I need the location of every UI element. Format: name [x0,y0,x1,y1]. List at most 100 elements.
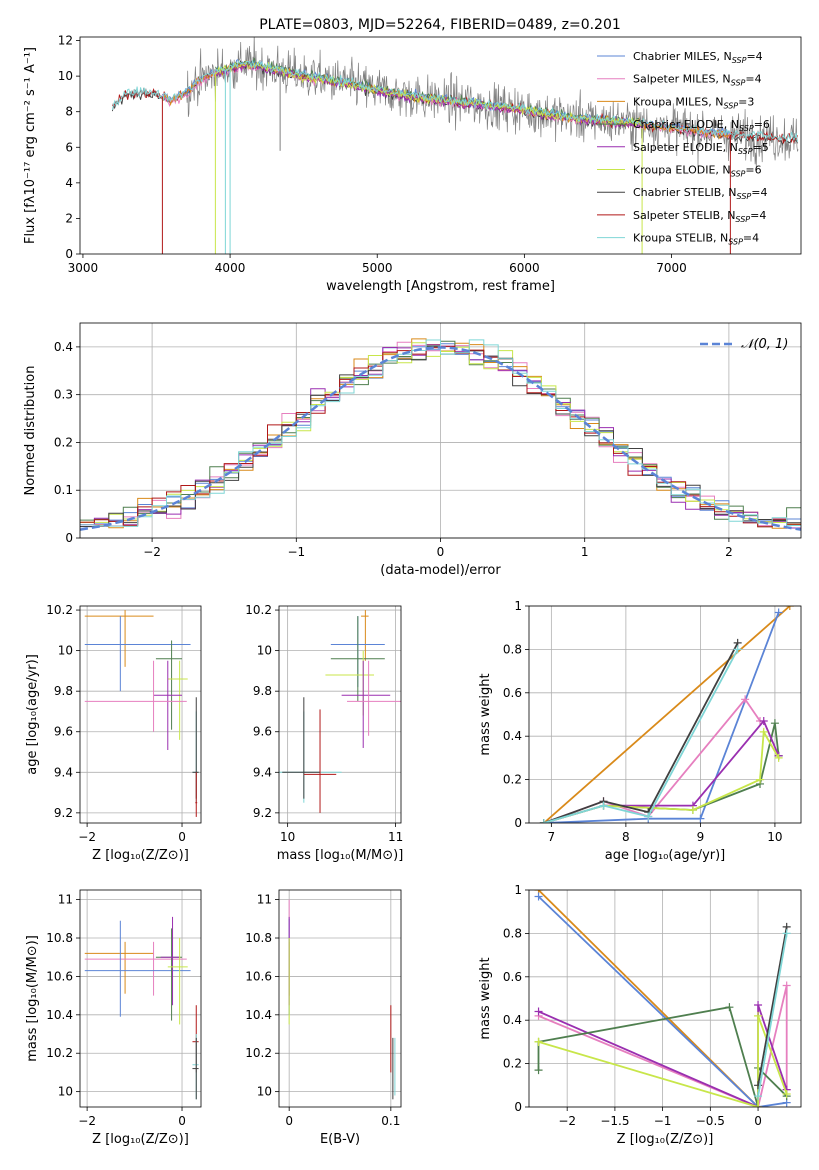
weight-line-kroupa-miles [543,606,791,823]
normal-curve [80,346,801,531]
legend-text: Kroupa MILES, N [633,95,723,108]
y-tick-label: 10.4 [245,1008,272,1022]
y-axis-label: mass [log₁₀(M/M⊙)] [25,935,40,1062]
weight-marker [754,1011,763,1020]
x-tick-label: 1 [581,545,589,559]
weight-marker [754,1001,763,1010]
y-tick-label: 0 [65,247,73,261]
legend-label: Kroupa ELODIE, NSSP=6 [633,164,762,179]
weight-marker [756,775,765,784]
weight-line-kroupa-stelib [543,648,739,823]
y-tick-label: 9.6 [253,725,272,739]
y-tick-label: 0.2 [503,1057,522,1071]
x-tick-label: 0 [437,545,445,559]
errorbar-point [192,697,199,799]
legend-value: =3 [738,95,754,108]
y-tick-label: 10.4 [46,1008,73,1022]
legend-label: Salpeter MILES, NSSP=4 [633,73,762,88]
legend-label: Kroupa MILES, NSSP=3 [633,95,754,110]
y-tick-label: 4 [65,176,73,190]
x-tick-label: 2 [725,545,733,559]
model-kroupa-stelib [111,59,798,144]
y-tick-label: 10 [257,644,272,658]
errorbar-point [84,941,187,996]
errorbar-point [330,616,385,702]
y-tick-label: 11 [257,893,272,907]
weight-line-chabrier-miles [543,612,780,823]
axes-spectrum: 3000 4000 5000 6000 7000 0 2 4 6 8 10 12 wavelength … [23,17,802,294]
axes-frame [79,605,202,824]
legend-value: =4 [745,73,761,86]
y-axis-label: mass weight [478,673,493,755]
legend-value: =4 [743,232,759,245]
axes-mass-vs-Z: −2 0 10 10.2 10.4 10.6 10.8 11 Z [log₁₀(Z/Z⊙)] ma… [25,889,202,1147]
x-tick-label: −2 [558,1114,576,1128]
x-tick-label: 0 [285,1114,293,1128]
y-tick-label: 9.2 [253,806,272,820]
legend-label: Salpeter ELODIE, NSSP=5 [633,141,769,156]
x-tick-label: 0 [754,1114,762,1128]
y-tick-label: 9.6 [54,725,73,739]
axes-frame [79,889,202,1108]
y-tick-label: 0.4 [503,1013,522,1027]
y-axis-label: Flux [fλ10⁻¹⁷ erg cm⁻² s⁻¹ A⁻¹] [23,47,38,244]
legend-value: =4 [750,209,766,222]
weight-marker [534,1007,543,1016]
errorbar-point [192,1005,199,1073]
y-tick-label: 10.2 [245,603,272,617]
plot-area [288,899,396,1100]
y-tick-label: 8 [65,105,73,119]
x-tick-label: 8 [622,830,630,844]
x-tick-label: 5000 [362,261,393,275]
axes-weight-vs-Z: −2 −1.5 −1 −0.5 0 0 0.2 0.4 0.6 0.8 1 Z [log₁₀(Z/Z⊙… [478,883,802,1147]
legend-value: =6 [745,164,761,177]
weight-marker [725,1003,734,1012]
x-tick-label: −1.5 [600,1114,629,1128]
y-tick-label: 2 [65,211,73,225]
chart-title: PLATE=0803, MJD=52264, FIBERID=0489, z=0… [259,17,621,33]
errorbar-point [192,711,199,803]
legend-text: Chabrier STELIB, N [633,186,737,199]
axes-residuals: −2 −1 0 1 2 0 0.1 0.2 0.3 0.4 (data-model)/error No… [23,322,802,578]
weight-line-kroupa-elodie [538,1015,788,1107]
legend-subscript: SSP [731,170,746,179]
weight-marker [782,929,791,938]
y-axis-label: age [log₁₀(age/yr)] [25,654,40,775]
x-tick-label: 0 [178,1114,186,1128]
plot-area [80,338,801,531]
y-tick-label: 0.3 [54,388,73,402]
axes-age-vs-Z: −2 0 9.2 9.4 9.6 9.8 10 10.2 Z [log₁₀(Z/Z⊙)] age … [25,603,202,863]
x-tick-label: 7 [548,830,556,844]
y-tick-label: 0.4 [503,729,522,743]
y-tick-label: 0.8 [503,642,522,656]
axes-frame [278,605,402,824]
weight-marker [754,1103,763,1107]
errorbar-point [282,697,321,799]
axes-age-vs-mass: 10 11 9.2 9.4 9.6 9.8 10 10.2 mass [log₁₀(M/M⊙)] [245,603,403,863]
weight-marker [534,892,543,901]
weight-marker [696,814,705,823]
errorbar-point [84,660,187,732]
x-tick-label: 10 [280,830,295,844]
legend-text: Chabrier MILES, N [633,50,732,63]
legend-label: 𝒩(0, 1) [741,337,788,352]
errorbar-point [153,660,183,750]
x-tick-label: 7000 [656,261,687,275]
errorbar-point [160,916,180,1006]
y-tick-label: 10.8 [245,931,272,945]
legend-text: Salpeter MILES, N [633,73,731,86]
y-tick-label: 0 [514,816,522,830]
x-tick-label: −2 [143,545,161,559]
weight-marker [733,645,742,654]
y-tick-label: 9.2 [54,806,73,820]
errorbar-point [155,640,183,730]
weight-marker [770,719,779,728]
errorbar-point [341,660,391,748]
weight-line-chabrier-miles [537,895,787,1107]
errorbar-point [192,1034,199,1100]
y-tick-label: 10 [58,69,73,83]
legend-label: Chabrier ELODIE, NSSP=6 [633,118,770,133]
errorbar-point [347,660,401,736]
errorbar-point [84,616,191,692]
